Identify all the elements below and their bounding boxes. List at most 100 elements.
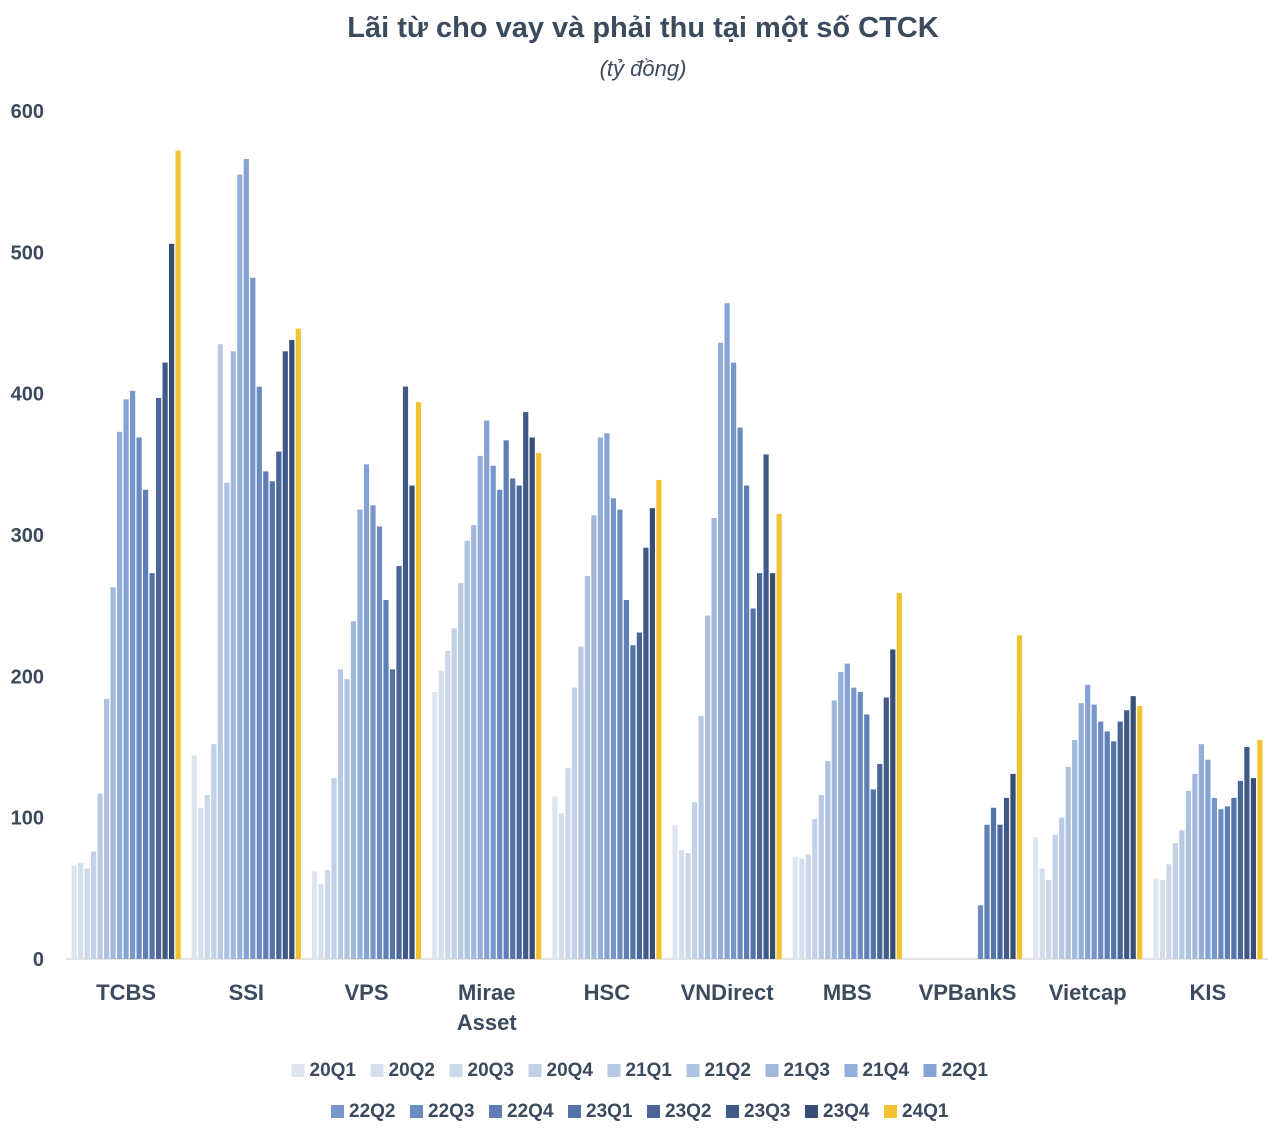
bar-21Q2-tcbs — [104, 698, 110, 959]
bar-22Q2-ssi — [250, 277, 256, 960]
bar-23Q3-vndirect — [763, 454, 769, 959]
bar-24Q1-vndirect — [776, 513, 782, 959]
bar-22Q1-mirae-asset — [484, 420, 490, 959]
bar-23Q1-vpbanks — [990, 807, 997, 959]
bar-21Q3-hsc — [591, 515, 597, 959]
bar-20Q1-vietcap — [1033, 837, 1039, 959]
bar-23Q2-mbs — [877, 763, 883, 959]
bar-24Q1-ssi — [295, 328, 301, 959]
legend-swatch — [726, 1105, 739, 1118]
bar-23Q4-vietcap — [1130, 696, 1136, 959]
bar-20Q1-mirae-asset — [432, 691, 438, 959]
legend-swatch — [647, 1105, 660, 1118]
legend-label: 22Q1 — [942, 1060, 989, 1081]
bar-22Q1-vietcap — [1085, 684, 1091, 959]
bar-22Q3-hsc — [617, 509, 623, 959]
bar-20Q2-mirae-asset — [438, 670, 444, 959]
bar-20Q2-vndirect — [679, 850, 685, 959]
bar-23Q3-vietcap — [1124, 710, 1130, 959]
legend-label: 22Q4 — [507, 1101, 554, 1122]
legend-label: 20Q3 — [468, 1060, 514, 1081]
bar-20Q1-tcbs — [71, 865, 77, 959]
bar-23Q4-vpbanks — [1010, 773, 1016, 959]
bar-22Q4-mirae-asset — [503, 440, 509, 960]
bar-22Q2-mbs — [851, 687, 857, 959]
bar-23Q2-vietcap — [1117, 721, 1123, 959]
chart-subtitle: (tỷ đồng) — [599, 56, 687, 81]
bar-20Q1-kis — [1153, 878, 1159, 959]
bar-21Q4-hsc — [597, 437, 603, 960]
y-tick-label: 600 — [11, 101, 44, 123]
bar-23Q2-vps — [396, 566, 402, 959]
bar-21Q1-kis — [1179, 830, 1185, 959]
bar-24Q1-vietcap — [1137, 706, 1143, 959]
bar-22Q3-vietcap — [1098, 721, 1104, 959]
bar-23Q2-vndirect — [757, 573, 763, 959]
bar-22Q4-vndirect — [744, 485, 750, 959]
bar-22Q4-mbs — [864, 714, 870, 959]
bar-23Q3-mirae-asset — [523, 412, 529, 959]
bar-21Q1-vndirect — [698, 715, 704, 959]
bar-22Q4-kis — [1224, 806, 1230, 959]
bar-22Q1-vndirect — [724, 303, 730, 959]
bar-21Q4-vps — [357, 509, 363, 959]
y-tick-label: 100 — [11, 808, 44, 830]
bar-22Q1-ssi — [243, 159, 249, 959]
bar-20Q2-mbs — [799, 858, 805, 959]
bar-23Q4-vps — [409, 485, 415, 959]
bar-20Q3-ssi — [204, 795, 210, 959]
bar-22Q3-vpbanks — [977, 905, 984, 959]
legend-label: 20Q2 — [389, 1060, 435, 1081]
x-tick-label: HSC — [584, 980, 631, 1005]
bar-20Q2-hsc — [558, 813, 564, 959]
bar-22Q3-vndirect — [737, 427, 743, 959]
bar-21Q4-vndirect — [718, 342, 724, 960]
bar-23Q2-mirae-asset — [516, 485, 522, 959]
legend-swatch — [765, 1064, 779, 1077]
legend-swatch — [449, 1064, 463, 1077]
bar-23Q2-vpbanks — [997, 824, 1003, 959]
legend-label: 24Q1 — [902, 1101, 949, 1122]
bar-21Q3-mirae-asset — [471, 525, 477, 959]
bar-22Q3-mirae-asset — [497, 489, 503, 959]
x-tick-label: KIS — [1190, 980, 1227, 1005]
bar-22Q3-kis — [1218, 809, 1224, 959]
legend-label: 23Q3 — [744, 1101, 790, 1122]
bar-23Q1-tcbs — [149, 573, 155, 959]
legend-label: 23Q2 — [665, 1101, 711, 1122]
bar-23Q1-kis — [1231, 797, 1237, 959]
bar-20Q1-hsc — [552, 796, 558, 959]
x-tick-label: VPS — [344, 980, 388, 1005]
y-tick-label: 200 — [11, 666, 44, 688]
bar-20Q1-vndirect — [672, 824, 678, 959]
y-tick-label: 300 — [11, 525, 44, 547]
bar-23Q2-tcbs — [156, 397, 162, 959]
bar-23Q4-mirae-asset — [529, 437, 535, 960]
bar-24Q1-tcbs — [175, 150, 181, 959]
bar-22Q2-mirae-asset — [490, 465, 496, 959]
bar-20Q2-vietcap — [1039, 868, 1045, 959]
bar-20Q1-ssi — [191, 755, 197, 959]
bar-22Q2-tcbs — [130, 390, 136, 960]
bar-20Q3-mbs — [805, 854, 811, 959]
bar-20Q4-vndirect — [692, 802, 698, 959]
legend-swatch — [844, 1064, 858, 1077]
bar-22Q2-vps — [370, 505, 376, 959]
bar-21Q3-vietcap — [1072, 739, 1078, 959]
bar-20Q3-tcbs — [84, 868, 90, 959]
y-tick-label: 0 — [33, 949, 44, 971]
bar-21Q4-mbs — [838, 672, 844, 959]
bar-21Q4-ssi — [237, 174, 243, 960]
bar-23Q3-ssi — [282, 351, 288, 959]
bar-23Q1-ssi — [269, 481, 275, 959]
legend-swatch — [291, 1064, 305, 1077]
bar-23Q1-vietcap — [1111, 741, 1117, 959]
bar-22Q4-vpbanks — [984, 824, 990, 959]
bar-23Q3-vps — [402, 386, 409, 960]
bar-20Q3-vndirect — [685, 853, 691, 959]
bar-21Q2-hsc — [584, 575, 590, 959]
bar-22Q1-vps — [363, 464, 370, 959]
bar-20Q4-ssi — [211, 744, 217, 959]
bar-21Q1-mirae-asset — [458, 583, 464, 959]
